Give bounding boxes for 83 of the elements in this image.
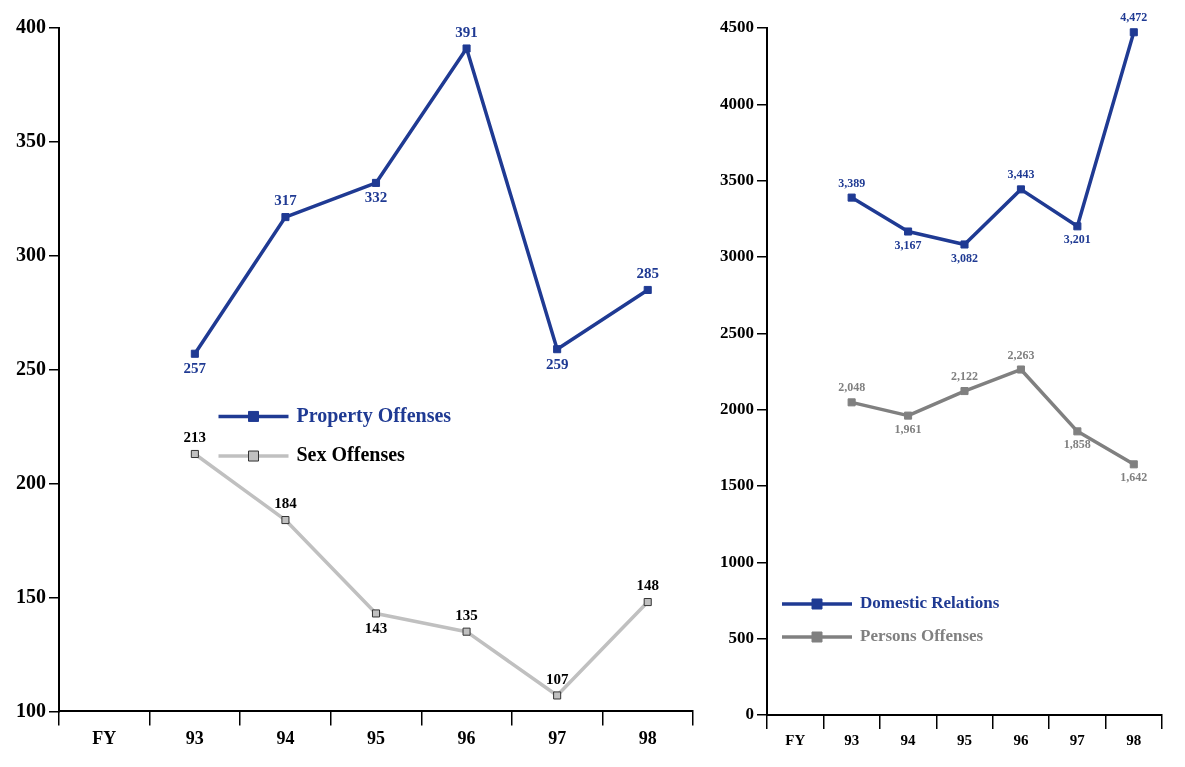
legend-label: Sex Offenses xyxy=(296,443,406,466)
data-label: 332 xyxy=(364,189,388,206)
data-label: 4,472 xyxy=(1120,10,1148,25)
legend-label: Property Offenses xyxy=(296,403,452,427)
data-label: 2,048 xyxy=(838,380,866,395)
y-tick-label: 1500 xyxy=(720,475,754,495)
data-label: 213 xyxy=(183,429,207,446)
point xyxy=(960,387,969,396)
y-tick-label: 150 xyxy=(16,584,46,607)
y-tick-label: 400 xyxy=(16,15,46,38)
point xyxy=(904,411,913,420)
x-tick-label: 94 xyxy=(276,727,295,748)
point xyxy=(371,609,381,618)
y-tick-label: 200 xyxy=(16,470,46,493)
point xyxy=(190,449,199,459)
y-tick-label: 4500 xyxy=(720,17,754,37)
x-tick-label: 93 xyxy=(185,727,204,748)
y-tick-label: 3000 xyxy=(720,246,754,266)
point xyxy=(1073,427,1082,436)
y-tick-label: 4000 xyxy=(720,93,754,113)
point xyxy=(1129,460,1138,469)
point xyxy=(190,349,199,358)
point xyxy=(1016,365,1025,374)
data-label: 1,642 xyxy=(1120,470,1148,485)
data-label: 135 xyxy=(455,607,478,624)
point xyxy=(904,227,913,236)
legend-label: Persons Offenses xyxy=(860,626,984,646)
y-tick-label: 1000 xyxy=(720,551,754,571)
point xyxy=(643,598,652,607)
data-label: 3,082 xyxy=(951,250,978,265)
x-tick-label: 98 xyxy=(638,727,657,748)
data-label: 2,263 xyxy=(1007,347,1035,362)
point xyxy=(553,691,562,700)
x-tick-label: 96 xyxy=(457,727,476,748)
y-tick-label: 2000 xyxy=(720,399,754,419)
data-label: 1,858 xyxy=(1063,437,1091,452)
data-label: 1,961 xyxy=(894,421,922,436)
x-tick-label: 94 xyxy=(900,731,917,748)
data-label: 3,167 xyxy=(894,237,922,252)
point xyxy=(281,213,290,222)
point xyxy=(1073,222,1082,231)
y-tick-label: 350 xyxy=(16,129,46,152)
point xyxy=(462,44,471,53)
point xyxy=(553,345,562,354)
point xyxy=(643,285,652,295)
data-label: 3,389 xyxy=(838,175,866,190)
data-label: 184 xyxy=(274,495,298,512)
x-tick-label: 95 xyxy=(367,727,385,748)
point xyxy=(462,627,471,636)
data-label: 317 xyxy=(274,192,298,209)
data-label: 391 xyxy=(455,23,478,40)
data-label: 3,201 xyxy=(1063,232,1091,247)
data-label: 259 xyxy=(545,355,569,372)
x-tick-label: 97 xyxy=(548,727,567,748)
y-tick-label: 3500 xyxy=(720,170,754,190)
point xyxy=(1129,28,1138,37)
y-tick-label: 2500 xyxy=(720,322,754,342)
point xyxy=(1016,185,1025,194)
data-label: 148 xyxy=(636,577,659,594)
y-tick-label: 0 xyxy=(745,704,754,724)
point xyxy=(847,398,856,407)
data-label: 143 xyxy=(364,619,388,636)
legend-label: Domestic Relations xyxy=(860,593,1000,613)
x-tick-label: 97 xyxy=(1069,731,1086,748)
x-tick-label: 93 xyxy=(844,731,860,748)
point xyxy=(960,240,969,249)
x-tick-label: FY xyxy=(785,731,806,748)
y-tick-label: 250 xyxy=(16,356,46,379)
data-label: 107 xyxy=(545,670,569,687)
data-label: 285 xyxy=(636,265,659,282)
y-tick-label: 300 xyxy=(16,242,46,265)
point xyxy=(847,193,856,202)
x-tick-label: FY xyxy=(92,727,117,748)
data-label: 257 xyxy=(183,360,207,377)
x-tick-label: 98 xyxy=(1126,731,1142,748)
point xyxy=(281,516,290,525)
point xyxy=(371,178,381,187)
y-tick-label: 100 xyxy=(16,698,46,721)
y-tick-label: 500 xyxy=(728,628,754,648)
data-label: 2,122 xyxy=(951,369,978,384)
x-tick-label: 95 xyxy=(957,731,972,748)
x-tick-label: 96 xyxy=(1013,731,1029,748)
data-label: 3,443 xyxy=(1007,167,1035,182)
